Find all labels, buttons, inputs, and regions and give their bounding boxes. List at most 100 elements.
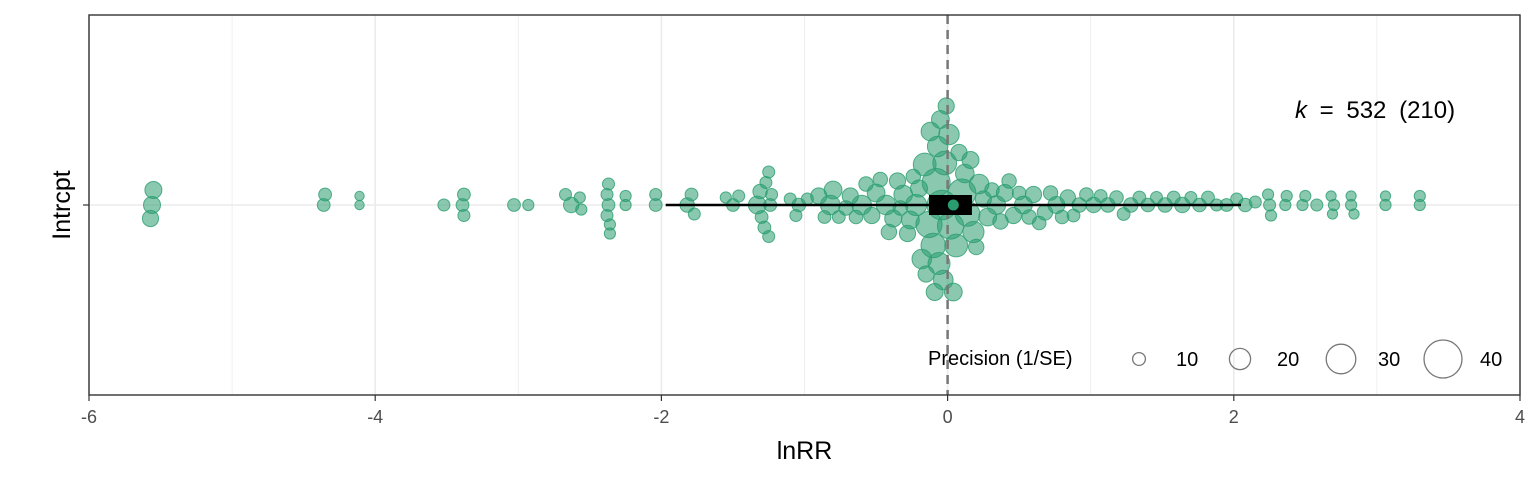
effect-size-point	[354, 190, 365, 202]
effect-size-point	[1280, 189, 1293, 203]
effect-size-point	[559, 188, 572, 201]
effect-size-point	[732, 189, 746, 203]
effect-size-point	[800, 192, 814, 206]
effect-size-point	[1066, 208, 1081, 223]
effect-size-point	[880, 223, 898, 241]
effect-size-point	[719, 191, 732, 204]
y-axis-title: Intrcpt	[48, 170, 76, 240]
effect-size-point	[1345, 190, 1357, 202]
effect-size-point	[1031, 215, 1047, 231]
effect-size-point	[944, 233, 969, 258]
effect-size-point	[1230, 192, 1244, 206]
effect-size-point	[872, 171, 888, 188]
effect-size-point	[1011, 185, 1027, 201]
legend-size-key	[1228, 347, 1252, 371]
effect-size-point	[765, 188, 779, 201]
x-axis-title: lnRR	[777, 437, 833, 465]
effect-size-point	[925, 283, 944, 301]
effect-size-point	[858, 176, 874, 192]
effect-size-point	[1116, 207, 1131, 221]
effect-size-point	[992, 213, 1009, 230]
effect-size-point	[603, 227, 617, 240]
effect-size-point	[1093, 189, 1108, 203]
effect-size-point	[1264, 209, 1278, 222]
effect-size-point	[318, 187, 333, 202]
k-symbol: k	[1295, 97, 1309, 124]
effect-size-point	[1042, 185, 1059, 201]
effect-size-point	[1326, 208, 1339, 220]
effect-size-point	[888, 172, 907, 190]
effect-size-point	[1184, 191, 1198, 204]
axes: -6 -4 -2 0 2 4	[81, 204, 1525, 427]
effect-size-point	[1079, 187, 1094, 202]
effect-size-point	[619, 189, 632, 203]
effect-size-point	[1348, 208, 1360, 220]
x-tick-label: 4	[1515, 407, 1525, 427]
effect-size-point	[1024, 185, 1043, 204]
x-tick-label: -2	[653, 407, 669, 427]
effect-size-point	[917, 265, 935, 283]
legend-size-label: 10	[1176, 349, 1198, 371]
precision-legend: Precision (1/SE) 10 20 30 40	[928, 339, 1502, 379]
effect-size-point	[522, 198, 535, 212]
effect-size-point	[354, 199, 365, 211]
effect-size-point	[968, 238, 985, 256]
effect-size-point	[817, 210, 832, 224]
effect-size-point	[573, 191, 586, 204]
effect-size-point	[950, 143, 968, 162]
x-tick-label: 0	[943, 407, 953, 427]
effect-size-point	[1150, 191, 1163, 204]
effect-size-point	[1379, 190, 1392, 202]
effect-size-point	[1310, 198, 1324, 212]
effect-size-point	[831, 210, 846, 224]
legend-size-label: 30	[1378, 349, 1400, 371]
effect-size-point	[1262, 188, 1275, 201]
effect-size-point	[905, 168, 921, 185]
legend-size-label: 40	[1480, 349, 1502, 371]
effect-size-point	[1325, 190, 1337, 202]
effect-size-point	[984, 182, 1000, 198]
legend-size-key	[1325, 343, 1357, 375]
x-tick-label: -6	[81, 407, 97, 427]
mean-estimate	[665, 195, 1241, 215]
x-tick-label: -4	[367, 407, 383, 427]
mean-point	[947, 199, 959, 211]
effect-size-point	[762, 230, 776, 243]
effect-size-point	[1132, 190, 1147, 205]
effect-size-point	[687, 207, 701, 221]
effect-size-point	[1109, 190, 1124, 205]
effect-size-point	[762, 165, 776, 179]
effect-size-point	[437, 198, 451, 212]
effect-size-point	[1248, 195, 1262, 209]
legend-size-label: 20	[1277, 349, 1299, 371]
effect-size-point	[1299, 189, 1312, 203]
effect-size-point	[1001, 173, 1017, 189]
k-annotation: k = 532 (210)	[1295, 97, 1455, 124]
effect-size-point	[684, 187, 699, 202]
effect-size-point	[783, 192, 797, 206]
effect-size-point	[457, 187, 471, 202]
effect-size-point	[912, 152, 937, 177]
k-group-count: (210)	[1399, 97, 1455, 124]
effect-size-point	[141, 209, 160, 228]
data-points	[141, 97, 1426, 302]
effect-size-point	[789, 209, 803, 222]
effect-size-point	[1413, 189, 1426, 203]
effect-size-point	[848, 209, 864, 225]
effect-size-point	[602, 177, 615, 191]
effect-size-point	[898, 224, 917, 243]
effect-size-point	[937, 97, 955, 115]
legend-size-key	[1131, 351, 1147, 367]
effect-size-point	[1166, 190, 1181, 205]
effect-size-point	[1263, 198, 1277, 212]
effect-size-point	[649, 188, 663, 201]
effect-size-point	[575, 203, 588, 216]
effect-size-point	[863, 206, 881, 225]
k-count: 532	[1346, 97, 1386, 124]
effect-size-point	[144, 181, 163, 199]
effect-size-point	[457, 209, 471, 222]
x-tick-label: 2	[1229, 407, 1239, 427]
effect-size-point	[892, 200, 909, 216]
legend-title: Precision (1/SE)	[928, 348, 1073, 370]
